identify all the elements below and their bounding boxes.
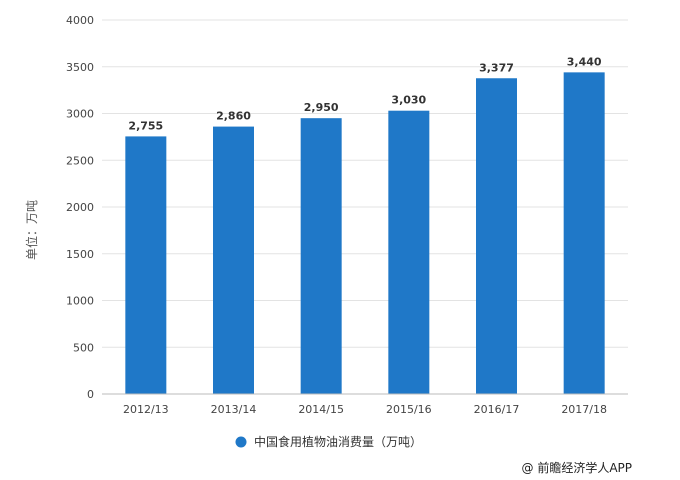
y-tick-label: 1500 xyxy=(66,248,94,261)
legend-marker xyxy=(235,436,247,448)
y-tick-label: 1000 xyxy=(66,295,94,308)
data-labels: 2,755 2,860 2,950 3,030 3,377 3,440 xyxy=(128,55,601,132)
y-tick-label: 500 xyxy=(73,341,94,354)
bar xyxy=(213,126,254,394)
bar xyxy=(563,72,605,395)
y-tick-label: 0 xyxy=(87,388,94,401)
y-tick-label: 2000 xyxy=(66,201,94,214)
x-tick-label: 2015/16 xyxy=(386,403,432,416)
legend: 中国食用植物油消费量（万吨） xyxy=(235,434,422,449)
x-tick-label: 2017/18 xyxy=(561,403,607,416)
y-axis-ticks: 0 500 1000 1500 2000 2500 3000 3500 4000 xyxy=(66,14,94,401)
data-label: 2,950 xyxy=(304,101,339,114)
x-tick-label: 2014/15 xyxy=(298,403,344,416)
data-label: 3,440 xyxy=(567,55,602,68)
y-tick-label: 4000 xyxy=(66,14,94,27)
data-label: 3,377 xyxy=(479,61,514,74)
y-tick-label: 2500 xyxy=(66,154,94,167)
data-label: 3,030 xyxy=(391,94,426,107)
data-label: 2,860 xyxy=(216,110,251,123)
y-tick-label: 3500 xyxy=(66,61,94,74)
bar xyxy=(125,136,167,394)
bars xyxy=(125,72,605,395)
x-tick-label: 2016/17 xyxy=(474,403,520,416)
x-tick-label: 2012/13 xyxy=(123,403,169,416)
bar xyxy=(476,78,517,395)
gridlines xyxy=(102,19,628,348)
bar xyxy=(388,110,430,394)
data-label: 2,755 xyxy=(128,119,163,132)
y-axis-label: 单位：万吨 xyxy=(24,200,39,260)
x-tick-label: 2013/14 xyxy=(211,403,257,416)
bar xyxy=(300,118,342,395)
source-credit: @ 前瞻经济学人APP xyxy=(522,460,633,475)
legend-label: 中国食用植物油消费量（万吨） xyxy=(254,434,422,449)
x-axis-ticks: 2012/13 2013/14 2014/15 2015/16 2016/17 2017/… xyxy=(123,403,607,416)
y-tick-label: 3000 xyxy=(66,108,94,121)
